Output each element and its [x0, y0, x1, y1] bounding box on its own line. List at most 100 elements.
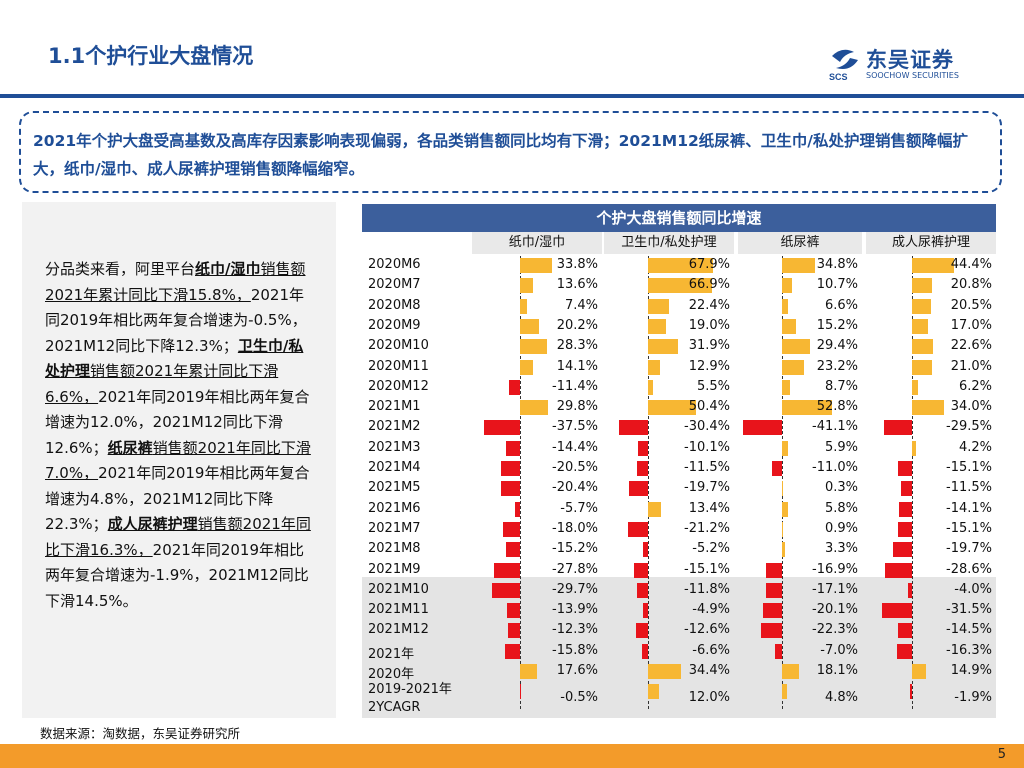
growth-value: 6.2%	[958, 378, 992, 394]
growth-bar	[629, 481, 648, 497]
growth-bar	[637, 461, 648, 476]
growth-value: 28.3%	[556, 338, 598, 354]
growth-value: 18.1%	[816, 663, 858, 678]
growth-bar	[765, 562, 782, 578]
column-header: 卫生巾/私处护理	[604, 232, 734, 254]
row-label: 2021年	[368, 646, 415, 662]
table-title: 个护大盘销售额同比增速	[362, 204, 996, 232]
growth-bar	[506, 440, 520, 456]
growth-value: 20.8%	[950, 277, 992, 293]
growth-value: 23.2%	[816, 358, 858, 374]
row-label: 2020M6	[368, 257, 421, 272]
growth-bar	[648, 664, 681, 679]
growth-bar	[893, 542, 912, 558]
growth-bar	[912, 440, 916, 456]
growth-bar	[782, 542, 786, 558]
growth-value: 5.9%	[824, 439, 858, 455]
growth-bar	[520, 298, 528, 314]
growth-value: -14.4%	[552, 439, 598, 455]
growth-bar	[897, 461, 912, 476]
growth-value: 0.3%	[824, 480, 858, 496]
commentary-panel	[22, 202, 336, 718]
growth-value: -7.0%	[820, 642, 858, 658]
row-label: 2020M9	[368, 317, 421, 333]
growth-value: 5.8%	[824, 500, 858, 516]
growth-bar	[908, 582, 912, 598]
growth-bar	[782, 339, 810, 355]
growth-value: 20.5%	[950, 297, 992, 313]
growth-bar	[912, 664, 927, 679]
growth-bar	[775, 643, 782, 659]
growth-value: 29.8%	[556, 399, 598, 415]
row-label: 2020年	[368, 667, 415, 682]
growth-value: -1.9%	[954, 690, 992, 706]
column-header: 纸巾/湿巾	[472, 232, 602, 254]
growth-value: -31.5%	[946, 602, 992, 618]
growth-bar	[648, 298, 670, 314]
row-label: 2021M11	[368, 602, 429, 618]
growth-value: -15.2%	[552, 541, 598, 557]
growth-bar	[508, 623, 520, 639]
growth-bar	[648, 339, 679, 355]
growth-bar	[782, 684, 787, 700]
page-title: 1.1个护行业大盘情况	[48, 44, 254, 68]
growth-bar	[782, 521, 783, 537]
row-label: 2021M7	[368, 520, 421, 536]
growth-value: 44.4%	[950, 257, 992, 272]
growth-bar	[643, 542, 648, 558]
growth-value: 34.0%	[950, 399, 992, 415]
growth-bar	[901, 481, 912, 497]
growth-bar	[896, 643, 912, 659]
row-label: 2020M12	[368, 378, 429, 394]
growth-bar	[502, 521, 520, 537]
zero-axis	[782, 256, 783, 709]
growth-value: -11.5%	[684, 460, 730, 475]
growth-bar	[514, 501, 520, 517]
row-label: 2021M4	[368, 460, 421, 475]
growth-value: -22.3%	[812, 622, 858, 638]
growth-bar	[765, 582, 782, 598]
growth-value: -20.4%	[552, 480, 598, 496]
growth-value: -29.5%	[946, 419, 992, 435]
growth-value: -27.8%	[552, 561, 598, 577]
growth-bar	[520, 258, 553, 273]
growth-table: 个护大盘销售额同比增速 纸巾/湿巾 卫生巾/私处护理 纸尿裤 成人尿裤护理 2020M6…	[362, 204, 996, 718]
growth-bar	[910, 684, 912, 700]
growth-value: -4.9%	[692, 602, 730, 618]
growth-bar	[504, 643, 520, 659]
growth-value: -11.5%	[946, 480, 992, 496]
growth-value: 4.2%	[958, 439, 992, 455]
growth-value: 0.9%	[824, 520, 858, 536]
row-label: 2021M2	[368, 419, 421, 435]
growth-bar	[648, 318, 667, 334]
growth-value: -0.5%	[560, 690, 598, 706]
growth-bar	[633, 562, 648, 578]
growth-value: -20.5%	[552, 460, 598, 475]
growth-bar	[648, 400, 696, 416]
growth-value: -12.6%	[684, 622, 730, 638]
column-header: 纸尿裤	[738, 232, 862, 254]
growth-bar	[619, 420, 648, 436]
growth-value: 13.4%	[688, 500, 730, 516]
growth-value: -28.6%	[946, 561, 992, 577]
growth-bar	[912, 298, 932, 314]
growth-bar	[912, 339, 934, 355]
growth-value: 17.0%	[950, 317, 992, 333]
growth-value: -29.7%	[552, 581, 598, 597]
growth-value: 14.9%	[950, 663, 992, 678]
growth-value: 5.5%	[696, 378, 730, 394]
row-label: 2021M10	[368, 581, 429, 597]
growth-value: 22.6%	[950, 338, 992, 354]
growth-value: 7.4%	[564, 297, 598, 313]
growth-value: 12.0%	[688, 690, 730, 706]
growth-bar	[509, 379, 520, 395]
growth-bar	[782, 258, 816, 273]
growth-bar	[648, 278, 712, 294]
growth-value: -14.1%	[946, 500, 992, 516]
row-label: 2021M9	[368, 561, 421, 577]
growth-bar	[491, 582, 520, 598]
row-label: 2019-2021年 2YCAGR	[368, 682, 452, 716]
growth-value: -6.6%	[692, 642, 730, 658]
growth-bar	[500, 461, 520, 476]
growth-bar	[520, 318, 540, 334]
